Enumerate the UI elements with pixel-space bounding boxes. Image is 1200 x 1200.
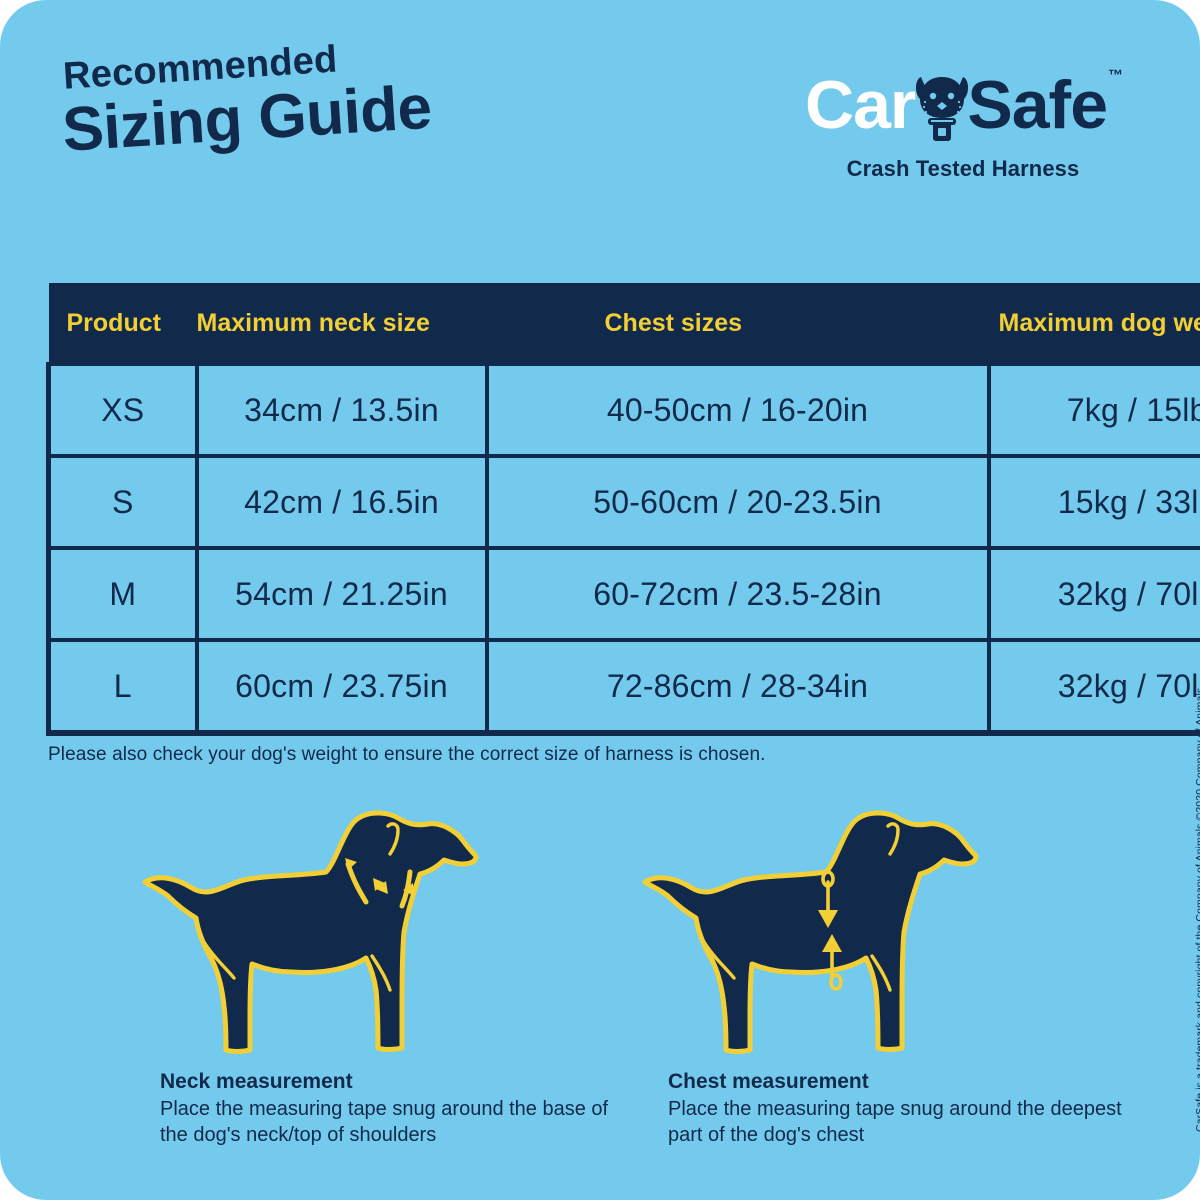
caption-chest: Chest measurement Place the measuring ta… [668, 1070, 1138, 1148]
table-row: XS 34cm / 13.5in 40-50cm / 16-20in 7kg /… [46, 362, 1200, 458]
sizing-table: Product Maximum neck size Chest sizes Ma… [46, 283, 1200, 736]
cell-weight: 32kg / 70lbs [986, 638, 1200, 736]
caption-neck-heading: Neck measurement [160, 1070, 353, 1093]
cell-chest: 60-72cm / 23.5-28in [484, 546, 991, 642]
cell-product: M [46, 546, 199, 642]
table-body: XS 34cm / 13.5in 40-50cm / 16-20in 7kg /… [46, 362, 1200, 736]
cell-neck: 34cm / 13.5in [194, 362, 489, 458]
caption-neck-description: Place the measuring tape snug around the… [160, 1098, 609, 1146]
column-header-neck: Maximum neck size [196, 283, 487, 364]
cell-product: L [46, 638, 199, 736]
column-header-weight: Maximum dog weight [988, 283, 1200, 364]
logo-word-safe: Safe™ [967, 68, 1123, 139]
cell-product: S [46, 454, 199, 550]
logo-tagline: Crash Tested Harness [846, 156, 1080, 181]
cell-weight: 15kg / 33lbs [986, 454, 1200, 550]
dog-side-view-chest-tape [640, 800, 1140, 1070]
brand-logo: Car Safe™ [788, 62, 1138, 182]
cell-weight: 7kg / 15lbs [986, 362, 1200, 458]
sizing-table-container: Product Maximum neck size Chest sizes Ma… [46, 283, 1200, 736]
dog-side-view-neck-tape [140, 800, 640, 1070]
caption-chest-description: Place the measuring tape snug around the… [668, 1098, 1122, 1146]
cell-neck: 54cm / 21.25in [194, 546, 489, 642]
column-header-chest: Chest sizes [486, 283, 989, 364]
table-row: S 42cm / 16.5in 50-60cm / 20-23.5in 15kg… [46, 454, 1200, 550]
cell-neck: 42cm / 16.5in [194, 454, 489, 550]
dog-head-harness-icon [916, 77, 969, 141]
caption-neck: Neck measurement Place the measuring tap… [160, 1070, 630, 1148]
column-header-product: Product [48, 283, 197, 364]
cell-chest: 72-86cm / 28-34in [484, 638, 991, 736]
copyright-notice: CarSafe is a trademark and copyright of … [1194, 688, 1200, 1132]
table-row: L 60cm / 23.75in 72-86cm / 28-34in 32kg … [46, 638, 1200, 736]
logo-safe-text: Safe [967, 67, 1108, 143]
caption-chest-heading: Chest measurement [668, 1070, 869, 1093]
weight-note: Please also check your dog's weight to e… [48, 744, 766, 765]
logo-wordmark: Car Safe™ [788, 62, 1138, 148]
table-row: M 54cm / 21.25in 60-72cm / 23.5-28in 32k… [46, 546, 1200, 642]
table-header-row: Product Maximum neck size Chest sizes Ma… [48, 283, 1200, 364]
trademark-symbol: ™ [1108, 67, 1123, 85]
page-title: Recommended Sizing Guide [58, 35, 433, 165]
cell-product: XS [46, 362, 199, 458]
cell-chest: 50-60cm / 20-23.5in [484, 454, 991, 550]
cell-chest: 40-50cm / 16-20in [484, 362, 991, 458]
logo-word-car: Car [804, 67, 916, 143]
cell-weight: 32kg / 70lbs [986, 546, 1200, 642]
table-header: Product Maximum neck size Chest sizes Ma… [48, 283, 1200, 364]
cell-neck: 60cm / 23.75in [194, 638, 489, 736]
